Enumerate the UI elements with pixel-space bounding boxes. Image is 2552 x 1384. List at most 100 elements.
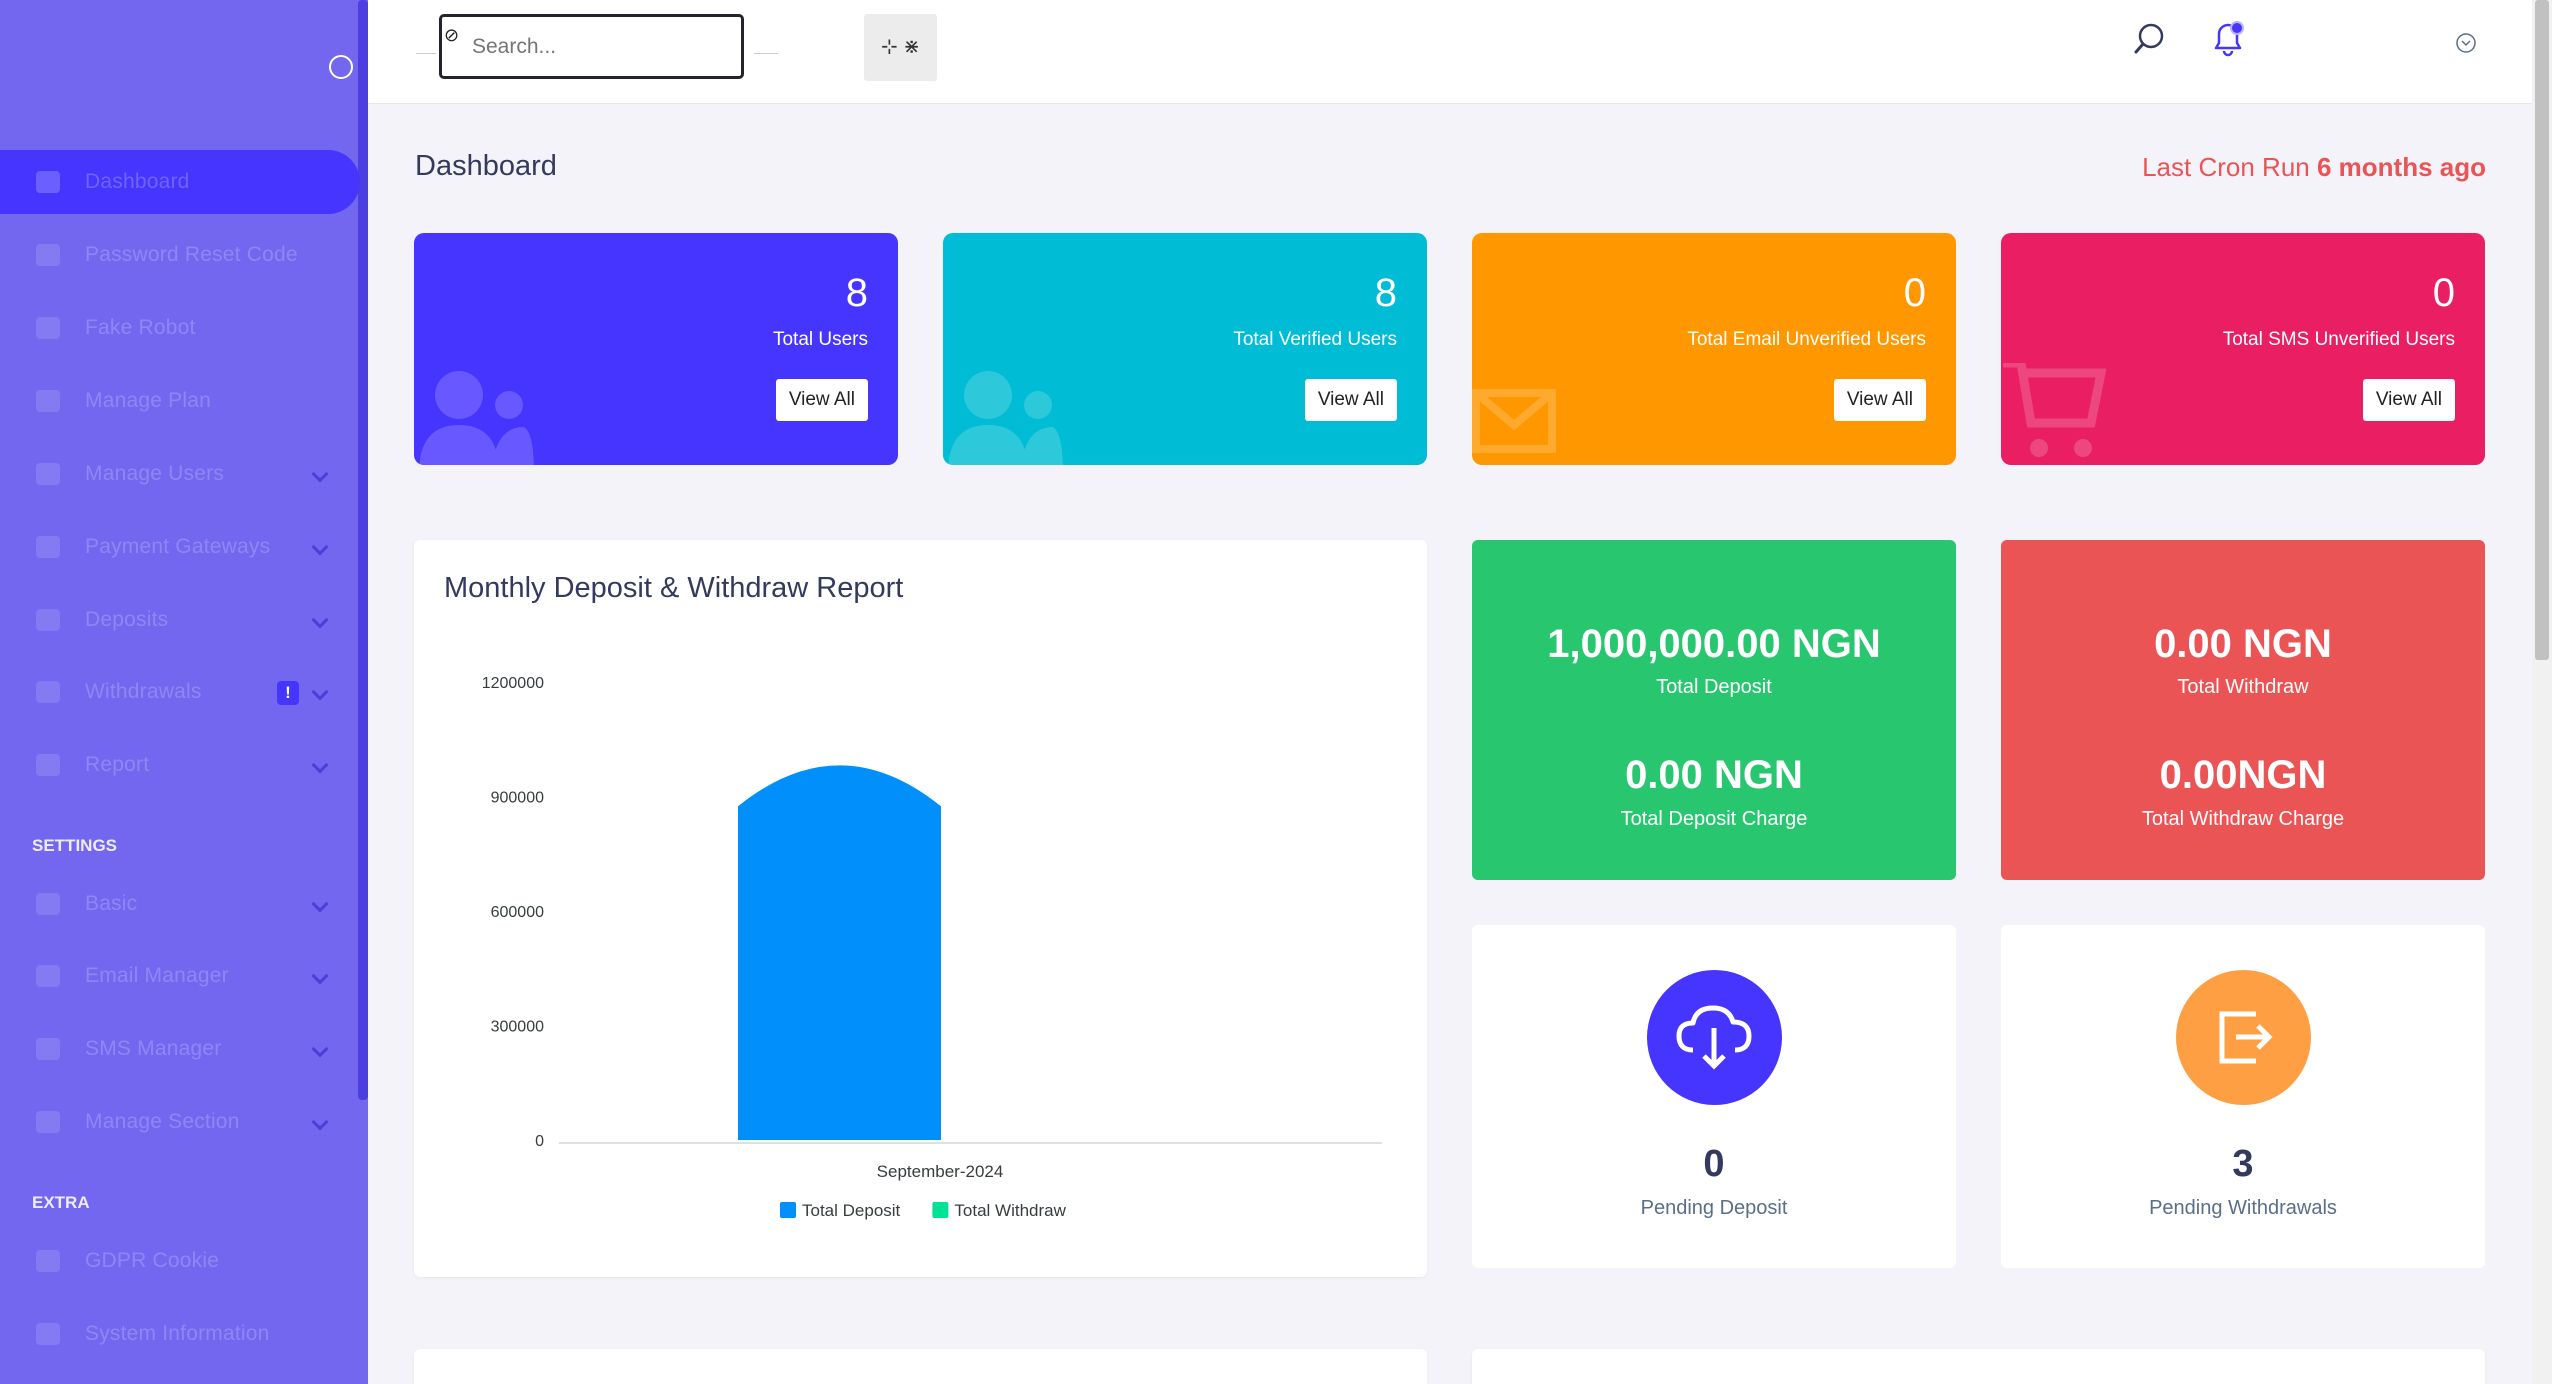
sidebar-item-fake-robot[interactable]: Fake Robot (0, 296, 358, 360)
pending-withdraw-count: 3 (2232, 1143, 2254, 1185)
chevron-down-icon (311, 683, 329, 701)
sidebar-item-password-reset-code[interactable]: Password Reset Code (0, 223, 358, 287)
pending-withdraw-label: Pending Withdrawals (2149, 1197, 2337, 1219)
sidebar-item-basic[interactable]: Basic (0, 872, 358, 936)
cookie-icon (36, 1250, 60, 1272)
view-all-button[interactable]: View All (1304, 379, 1397, 421)
sidebar-item-manage-users[interactable]: Manage Users (0, 442, 358, 506)
withdraw-charge-value: 0.00NGN (2159, 753, 2327, 797)
sidebar-item-system-information[interactable]: System Information (0, 1302, 358, 1366)
stat-card-email-unverified: 0 Total Email Unverified Users View All (1472, 233, 1956, 465)
y-tick-label: 0 (535, 1133, 544, 1150)
total-withdraw-label: Total Withdraw (2177, 676, 2309, 698)
layers-icon (36, 1111, 60, 1133)
total-withdraw-value: 0.00 NGN (2154, 622, 2332, 666)
pending-deposit-card[interactable]: 0 Pending Deposit (1472, 925, 1956, 1268)
fullscreen-button[interactable]: ⊹ ⋇ (864, 14, 937, 81)
sign-out-icon (2176, 970, 2311, 1105)
stat-value: 0 (1903, 271, 1926, 315)
stat-card-verified-users: 8 Total Verified Users View All (943, 233, 1427, 465)
y-tick-label: 300000 (491, 1019, 544, 1036)
stat-label: Total Verified Users (1233, 329, 1397, 350)
pending-withdraw-card[interactable]: 3 Pending Withdrawals (2001, 925, 2485, 1268)
sidebar-item-deposits[interactable]: Deposits (0, 588, 358, 652)
home-icon (36, 171, 60, 193)
chevron-down-icon (311, 1040, 329, 1058)
deposit-summary-card: 1,000,000.00 NGN Total Deposit 0.00 NGN … (1472, 540, 1956, 880)
legend-marker (780, 1202, 796, 1218)
folder-icon (36, 390, 60, 412)
stat-card-sms-unverified: 0 Total SMS Unverified Users View All (2001, 233, 2485, 465)
chart-title: Monthly Deposit & Withdraw Report (444, 572, 904, 604)
withdraw-charge-label: Total Withdraw Charge (2141, 808, 2345, 830)
stat-label: Total Users (772, 329, 868, 350)
sidebar-item-dashboard[interactable]: Dashboard (0, 150, 360, 214)
y-tick-label: 1200000 (482, 675, 544, 692)
total-deposit-value: 1,000,000.00 NGN (1547, 622, 1881, 666)
withdraw-summary-card: 0.00 NGN Total Withdraw 0.00NGN Total Wi… (2001, 540, 2485, 880)
search-input[interactable] (472, 31, 722, 63)
chevron-down-icon (311, 967, 329, 985)
stat-value: 0 (2432, 271, 2455, 315)
pending-deposit-label: Pending Deposit (1640, 1197, 1788, 1219)
stat-value: 8 (845, 271, 868, 315)
bottom-panel-left (414, 1349, 1427, 1384)
divider (416, 53, 436, 54)
sidebar-item-email-manager[interactable]: Email Manager (0, 944, 358, 1008)
bottom-panel-right (1472, 1349, 2485, 1384)
page-scrollbar-thumb[interactable] (2535, 0, 2549, 660)
view-all-button[interactable]: View All (1833, 379, 1926, 421)
chevron-down-icon (311, 611, 329, 629)
page-title: Dashboard (415, 150, 557, 182)
y-tick-label: 600000 (491, 904, 544, 921)
bank-icon (36, 681, 60, 703)
x-tick-label: September-2024 (877, 1162, 1004, 1181)
stat-value: 8 (1374, 271, 1397, 315)
mobile-icon (36, 1038, 60, 1060)
sidebar: Dashboard Password Reset Code Fake Robot… (0, 0, 368, 1384)
envelope-icon (1472, 389, 1556, 453)
chevron-down-icon (311, 465, 329, 483)
chart-panel: Monthly Deposit & Withdraw Report 120000… (414, 540, 1427, 1277)
sidebar-item-manage-plan[interactable]: Manage Plan (0, 369, 358, 433)
wallet-icon (36, 609, 60, 631)
chevron-down-icon (311, 538, 329, 556)
cloud-download-icon (1647, 970, 1782, 1105)
stat-card-total-users: 8 Total Users View All (414, 233, 898, 465)
sidebar-item-report[interactable]: Report (0, 733, 358, 797)
lock-icon (36, 244, 60, 266)
sidebar-item-payment-gateways[interactable]: Payment Gateways (0, 515, 358, 579)
compress-icon: ⊹ ⋇ (880, 36, 921, 58)
deposit-charge-label: Total Deposit Charge (1620, 808, 1808, 830)
sidebar-item-gdpr-cookie[interactable]: GDPR Cookie (0, 1229, 358, 1293)
bar-chart[interactable]: 1200000 900000 600000 300000 0 September-2024… (414, 630, 1427, 1230)
sidebar-item-withdrawals[interactable]: Withdrawals! (0, 660, 358, 724)
sidebar-item-manage-section[interactable]: Manage Section (0, 1090, 358, 1154)
sidebar-scrollbar[interactable] (358, 0, 368, 1100)
stat-label: Total SMS Unverified Users (2222, 329, 2455, 350)
legend-marker (932, 1202, 949, 1218)
chevron-down-icon (311, 1113, 329, 1131)
bell-icon[interactable] (2210, 20, 2246, 58)
search-box[interactable]: ⊘ (439, 14, 744, 79)
sidebar-section-extra: EXTRA (32, 1193, 90, 1212)
view-all-button[interactable]: View All (2362, 379, 2455, 421)
users-icon (948, 371, 1063, 465)
sidebar-toggle-icon[interactable] (329, 55, 353, 79)
sidebar-section-settings: SETTINGS (32, 836, 118, 855)
envelope-icon (36, 965, 60, 987)
search-icon[interactable] (2133, 22, 2165, 56)
legend-label: Total Withdraw (954, 1201, 1066, 1220)
last-cron-run: Last Cron Run 6 months ago (2142, 152, 2486, 182)
view-all-button[interactable]: View All (775, 379, 868, 421)
sidebar-item-sms-manager[interactable]: SMS Manager (0, 1017, 358, 1081)
chevron-down-icon (311, 895, 329, 913)
cart-icon (2003, 363, 2107, 457)
gear-icon (36, 893, 60, 915)
bar-total-deposit (738, 765, 941, 1140)
list-icon (36, 754, 60, 776)
total-deposit-label: Total Deposit (1656, 676, 1772, 698)
chevron-down-icon[interactable] (2455, 32, 2477, 54)
clear-icon[interactable]: ⊘ (444, 25, 460, 45)
divider (754, 53, 778, 54)
